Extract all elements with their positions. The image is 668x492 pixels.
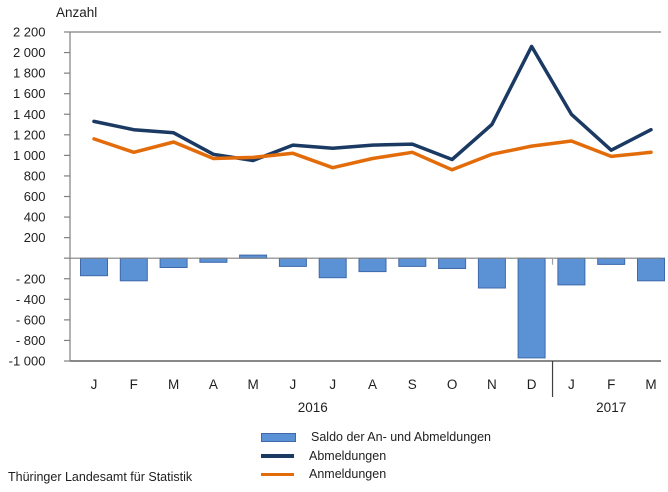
y-tick-label: -1 000: [9, 354, 46, 369]
legend-item-abmeldungen: Abmeldungen: [261, 447, 491, 466]
y-tick-label: 1 000: [13, 148, 46, 163]
legend-label-abmeldungen: Abmeldungen: [309, 448, 387, 463]
saldo-bar: [318, 257, 347, 279]
x-tick-label: A: [368, 377, 377, 392]
y-tick-label: 600: [24, 189, 46, 204]
abmeldungen-swatch-icon: [261, 454, 294, 458]
x-tick-label: S: [408, 377, 417, 392]
y-tick-label: 2 000: [13, 45, 46, 60]
legend-item-anmeldungen: Anmeldungen: [261, 465, 491, 484]
x-tick-label: J: [91, 377, 98, 392]
legend-label-anmeldungen: Anmeldungen: [309, 467, 387, 482]
y-tick-label: 1 800: [13, 66, 46, 81]
y-tick-label: 1 200: [13, 127, 46, 142]
y-tick-label: - 400: [16, 292, 46, 307]
legend: Saldo der An- und Abmeldungen Abmeldunge…: [261, 428, 491, 484]
x-tick-label: J: [329, 377, 336, 392]
year-label: 2016: [298, 400, 328, 415]
y-tick-label: - 600: [16, 312, 46, 327]
x-tick-label: M: [168, 377, 179, 392]
y-tick-label: 800: [24, 168, 46, 183]
legend-item-saldo: Saldo der An- und Abmeldungen: [261, 428, 491, 447]
x-tick-label: A: [209, 377, 218, 392]
saldo-bar: [278, 257, 307, 267]
saldo-swatch-icon: [261, 432, 296, 442]
x-tick-label: F: [607, 377, 615, 392]
saldo-bar: [557, 257, 586, 286]
y-tick-label: 400: [24, 210, 46, 225]
y-axis-title: Anzahl: [56, 5, 98, 20]
y-tick-label: - 800: [16, 333, 46, 348]
x-tick-label: J: [568, 377, 575, 392]
x-tick-label: N: [487, 377, 497, 392]
x-tick-label: O: [447, 377, 458, 392]
saldo-bar: [159, 257, 188, 269]
saldo-bar: [637, 257, 665, 282]
saldo-bar: [597, 257, 626, 265]
y-tick-label: - 200: [16, 271, 46, 286]
anmeldungen-line: [92, 137, 653, 172]
saldo-bar: [477, 257, 506, 289]
saldo-bar: [398, 257, 427, 267]
anmeldungen-swatch-icon: [261, 472, 294, 476]
y-tick-label: 1 600: [13, 86, 46, 101]
year-label: 2017: [596, 400, 626, 415]
saldo-bar: [119, 257, 148, 282]
saldo-bar: [80, 257, 108, 277]
abmeldungen-line: [92, 44, 653, 163]
saldo-bar: [358, 257, 387, 273]
x-tick-label: D: [527, 377, 537, 392]
x-tick-label: J: [290, 377, 297, 392]
y-tick-label: 1 400: [13, 107, 46, 122]
legend-label-saldo: Saldo der An- und Abmeldungen: [311, 430, 491, 445]
source-text: Thüringer Landesamt für Statistik: [8, 470, 193, 484]
y-tick-label: 2 200: [13, 25, 46, 40]
x-tick-label: F: [130, 377, 138, 392]
saldo-bar: [517, 257, 546, 359]
saldo-bar: [199, 257, 228, 263]
x-tick-label: M: [247, 377, 258, 392]
saldo-bar: [438, 257, 467, 270]
y-tick-label: 200: [24, 230, 46, 245]
x-tick-label: M: [645, 377, 656, 392]
